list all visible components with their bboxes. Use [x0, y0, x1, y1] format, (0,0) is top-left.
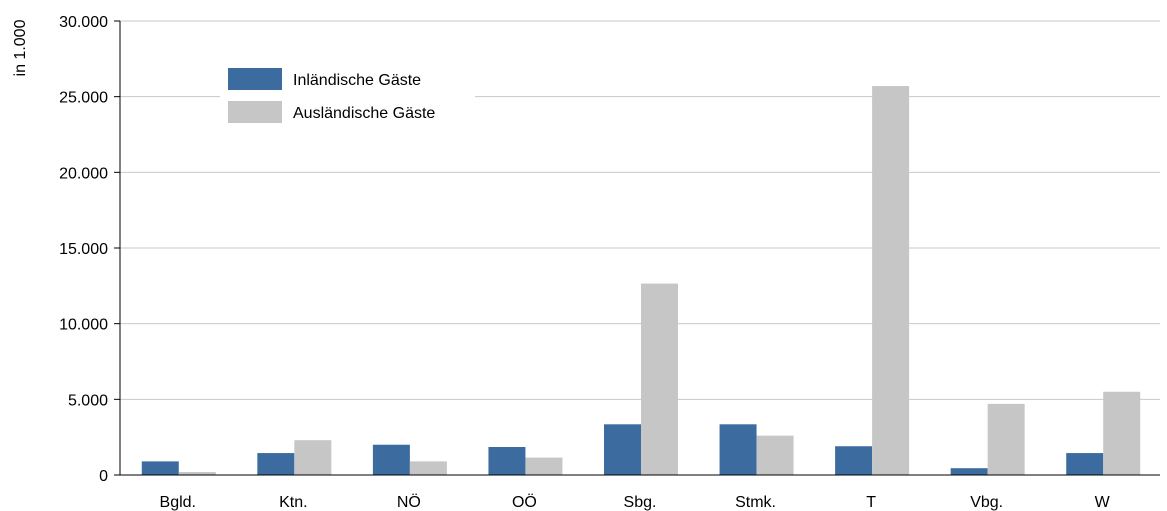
bar-inlaendische-6 — [835, 446, 873, 475]
legend-label-inlaendische-gaeste: Inländische Gäste — [293, 72, 421, 89]
bar-inlaendische-7 — [950, 468, 988, 475]
bar-auslaendische-7 — [987, 403, 1025, 475]
x-tick-label: NÖ — [397, 493, 421, 511]
y-tick-label: 30.000 — [59, 14, 108, 31]
bar-auslaendische-4 — [641, 283, 678, 475]
bar-inlaendische-1 — [257, 453, 295, 475]
y-axis-ticks: 0 5.000 10.000 15.000 20.000 25.000 30.000 — [59, 14, 120, 485]
legend-swatch-auslaendische-gaeste — [228, 101, 282, 123]
legend-swatch-inlaendische-gaeste — [228, 68, 282, 90]
bar-auslaendische-3 — [525, 457, 563, 475]
x-tick-label: T — [866, 494, 876, 511]
y-tick-label: 15.000 — [59, 241, 108, 258]
y-axis-label: in 1.000 — [12, 19, 29, 76]
x-tick-label: Stmk. — [735, 494, 776, 511]
legend-label-auslaendische-gaeste: Ausländische Gäste — [293, 105, 435, 122]
bar-auslaendische-0 — [178, 471, 216, 475]
y-tick-label: 0 — [99, 468, 108, 485]
bar-auslaendische-1 — [294, 440, 332, 475]
y-tick-label: 5.000 — [68, 392, 108, 409]
x-tick-label: Ktn. — [279, 494, 307, 511]
x-tick-label: Vbg. — [970, 494, 1003, 511]
y-tick-label: 10.000 — [59, 317, 108, 334]
x-tick-label: Sbg. — [624, 494, 657, 511]
bar-inlaendische-0 — [141, 461, 179, 475]
x-axis-labels: Bgld. Ktn. NÖ OÖ Sbg. Stmk. T Vbg. W — [160, 493, 1111, 511]
bar-inlaendische-8 — [1066, 453, 1104, 475]
bar-inlaendische-3 — [488, 447, 526, 475]
y-tick-label: 25.000 — [59, 90, 108, 107]
bar-inlaendische-4 — [604, 424, 641, 475]
y-tick-label: 20.000 — [59, 165, 108, 182]
x-tick-label: Bgld. — [160, 494, 196, 511]
x-tick-label: W — [1095, 494, 1111, 511]
bars — [141, 86, 1141, 475]
bar-auslaendische-5 — [756, 435, 794, 475]
legend: Inländische Gäste Ausländische Gäste — [220, 60, 475, 130]
bar-auslaendische-6 — [872, 86, 910, 475]
bar-auslaendische-2 — [409, 461, 447, 475]
bar-auslaendische-8 — [1103, 391, 1141, 475]
x-tick-label: OÖ — [512, 493, 537, 511]
bar-inlaendische-5 — [719, 424, 757, 475]
bar-inlaendische-2 — [372, 444, 410, 475]
